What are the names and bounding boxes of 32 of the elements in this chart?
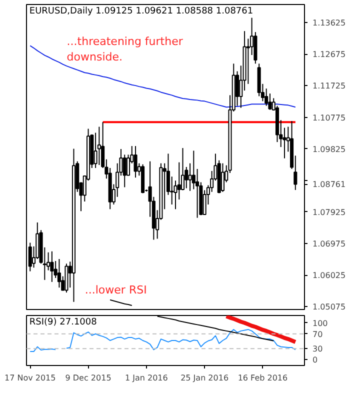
- candlestick: [220, 162, 225, 192]
- annotation: ...threatening further downside.: [66, 35, 184, 64]
- line-series: [224, 316, 298, 344]
- y-tick-label: 1.09825: [312, 144, 346, 154]
- candlestick: [50, 250, 54, 282]
- y-tick-label: 1.05075: [312, 302, 346, 312]
- x-tick-label: 1 Jan 2016: [124, 374, 168, 382]
- candlestick: [134, 146, 138, 178]
- y-tick-label: 1.11725: [312, 82, 346, 91]
- x-tick-label: 9 Dec 2015: [65, 374, 112, 382]
- chart-title: RSI(9) 27.1008: [29, 318, 98, 328]
- candlestick: [97, 126, 101, 166]
- y-tick-label: 100: [312, 318, 328, 328]
- candlestick: [188, 162, 192, 192]
- y-tick-label: 1.07925: [312, 208, 346, 217]
- y-tick-label: 30: [312, 344, 323, 354]
- x-tick-label: 17 Nov 2015: [4, 374, 56, 382]
- x-tick-label: 16 Feb 2016: [238, 374, 288, 382]
- x-tick-label: 25 Jan 2016: [180, 374, 229, 382]
- candlestick: [264, 88, 268, 106]
- candlestick: [57, 258, 61, 288]
- candlestick: [64, 263, 68, 294]
- y-tick-label: 1.06025: [312, 271, 346, 280]
- y-tick-label: 1.12675: [312, 50, 346, 60]
- y-tick-label: 1.13625: [312, 18, 346, 28]
- chart-title: EURUSD,Daily 1.09125 1.09621 1.08588 1.08761: [29, 6, 254, 16]
- y-tick-label: 1.06975: [312, 240, 346, 249]
- annotation: ...lower RSI: [84, 284, 147, 297]
- y-tick-label: 0: [312, 356, 318, 365]
- y-tick-label: 70: [312, 330, 323, 339]
- y-tick-label: 1.10775: [312, 113, 346, 122]
- y-tick-label: 1.08761: [312, 180, 346, 190]
